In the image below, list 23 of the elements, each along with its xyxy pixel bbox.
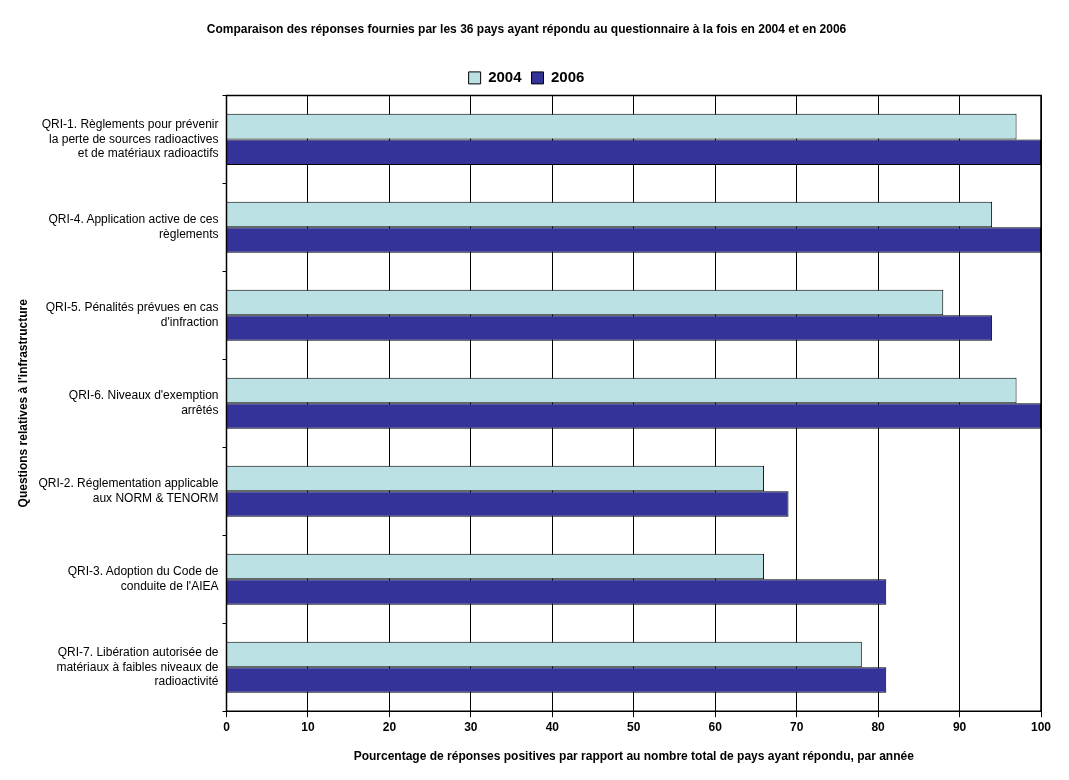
x-tick-label: 40 [545,719,560,734]
x-axis-title: Pourcentage de réponses positives par rapport au nombre total de pays ayant répondu, par année [353,749,915,764]
x-tick-label: 60 [708,719,723,734]
chart-title: Comparaison des réponses fournies par les 36 pays ayant répondu au questionnaire à la fois en 2004 et en 2006 [206,21,847,36]
x-tick-label: 20 [382,719,397,734]
x-tick-label: 70 [789,719,804,734]
y-axis-title: Questions relatives à l'infrastructure [15,298,30,508]
y-tick-label: QRI-1. Règlements pour prévenir la perte de sources radioactives et de matériaux radioactifs [41,117,219,161]
y-tick-label: QRI-7. Libération autorisée de matériaux à faibles niveaux de radioactivité [56,645,219,688]
y-tick-label: QRI-4. Application active de ces règlements [48,212,219,241]
x-tick-label: 50 [627,719,641,734]
x-tick-label: 0 [223,719,231,734]
y-tick-label: QRI-6. Niveaux d'exemption arrêtés [68,388,219,417]
x-tick-label: 30 [464,719,478,734]
legend-label: 2004 [488,68,523,86]
x-tick-label: 100 [1030,719,1052,734]
y-tick-label: QRI-5. Pénalités prévues en cas d'infraction [45,300,219,329]
x-tick-label: 90 [952,719,967,734]
x-tick-label: 80 [871,719,886,734]
legend-label: 2006 [551,68,585,86]
x-tick-label: 10 [301,719,315,734]
y-tick-label: QRI-3. Adoption du Code de conduite de l'AIEA [67,564,219,593]
y-tick-label: QRI-2. Réglementation applicable aux NORM & TENORM [38,476,219,505]
